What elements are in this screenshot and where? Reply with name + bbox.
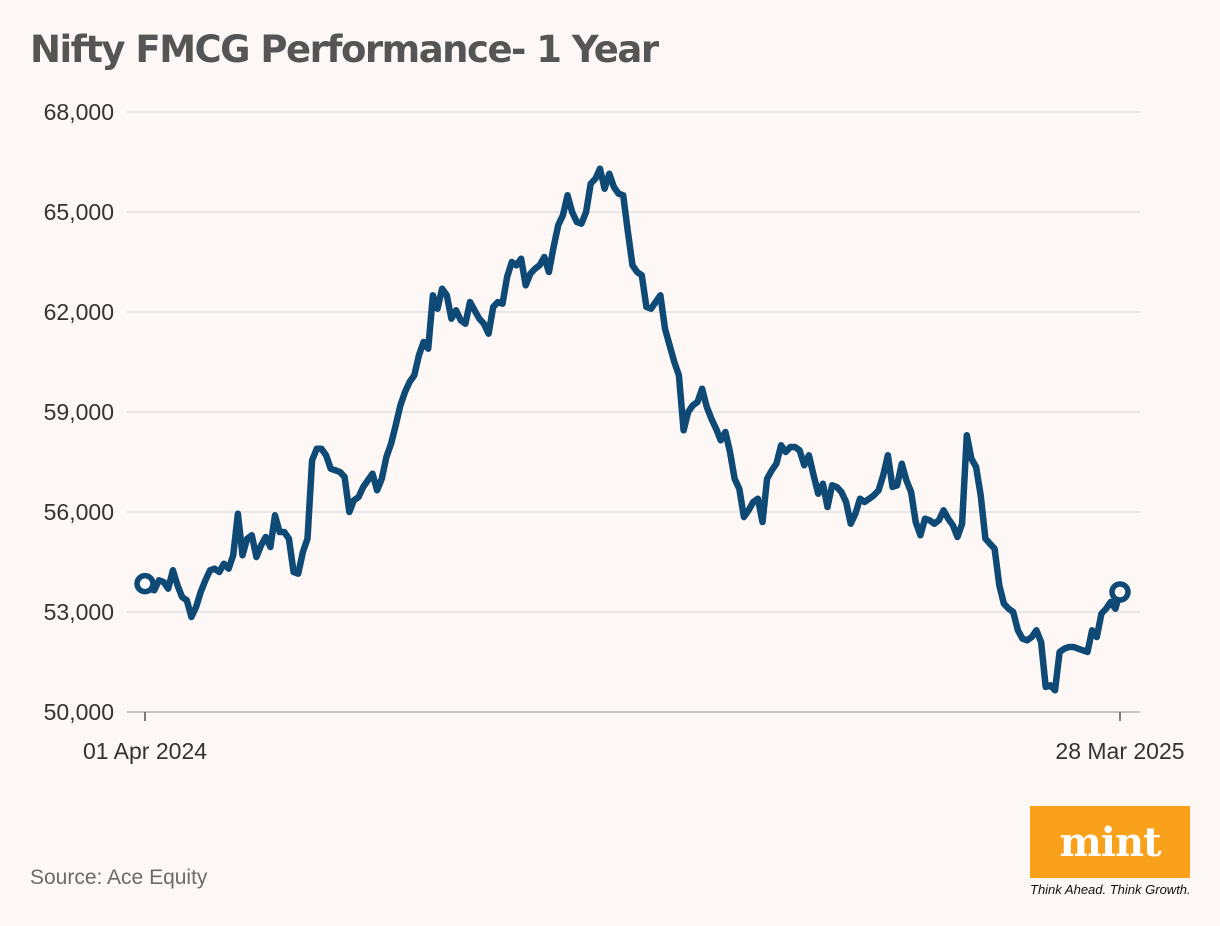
y-tick-label: 59,000 <box>44 399 114 425</box>
end-point-marker <box>1109 581 1131 603</box>
logo-wordmark: mint <box>1059 818 1161 866</box>
y-tick-label: 53,000 <box>44 599 114 625</box>
axes: 50,000 53,000 56,000 59,000 62,000 65,000 68,0… <box>44 99 1185 764</box>
series-line <box>141 165 1124 694</box>
start-point-marker <box>134 572 156 595</box>
y-tick-label: 65,000 <box>44 199 114 225</box>
x-tick-label: 01 Apr 2024 <box>83 738 207 764</box>
source-note: Source: Ace Equity <box>30 866 208 889</box>
series-layer <box>134 165 1131 694</box>
logo-tagline: Think Ahead. Think Growth. <box>1030 882 1191 897</box>
y-tick-label: 56,000 <box>44 499 114 525</box>
chart-title: Nifty FMCG Performance- 1 Year <box>30 28 659 71</box>
x-tick-label: 28 Mar 2025 <box>1055 738 1184 764</box>
y-tick-label: 68,000 <box>44 99 114 125</box>
y-tick-label: 62,000 <box>44 299 114 325</box>
gridlines <box>127 111 1140 713</box>
mint-logo: mint <box>1030 806 1190 878</box>
y-tick-label: 50,000 <box>44 699 114 725</box>
